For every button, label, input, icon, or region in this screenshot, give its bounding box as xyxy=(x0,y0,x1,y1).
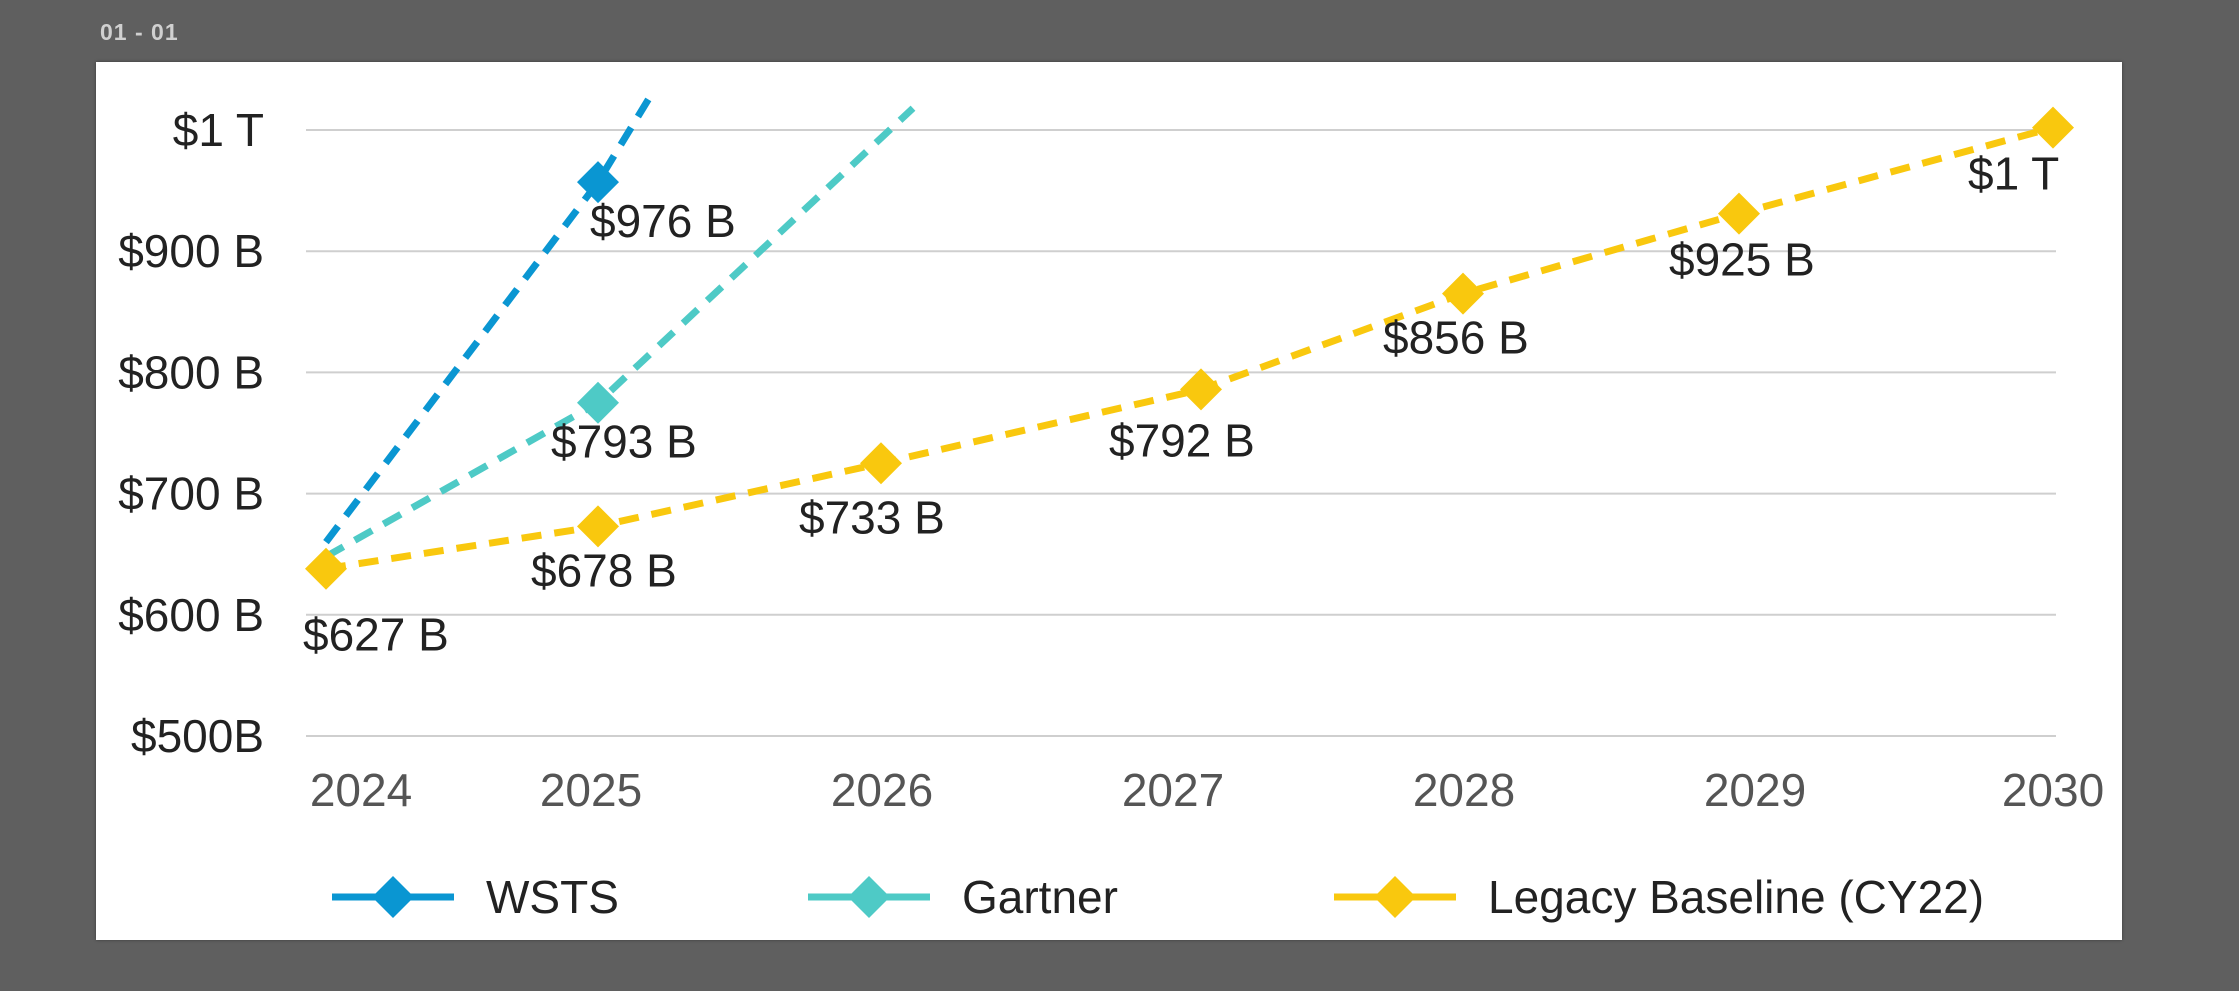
data-label: $976 B xyxy=(590,195,736,247)
series-line-0 xyxy=(323,96,652,545)
x-tick-label: 2030 xyxy=(2002,764,2104,816)
y-tick-label: $500B xyxy=(131,710,264,762)
data-point-marker xyxy=(577,161,619,204)
legend-label: WSTS xyxy=(486,871,619,923)
legend-swatch-marker xyxy=(848,876,890,918)
x-tick-label: 2024 xyxy=(310,764,412,816)
data-label: $793 B xyxy=(551,416,697,468)
data-label: $856 B xyxy=(1383,312,1529,364)
legend-label: Legacy Baseline (CY22) xyxy=(1488,871,1984,923)
legend-item-0: WSTS xyxy=(332,871,619,923)
slide-number: 01 - 01 xyxy=(100,19,179,45)
data-label: $925 B xyxy=(1669,234,1815,286)
data-point-marker xyxy=(305,547,347,590)
series-line-1 xyxy=(324,105,916,560)
y-tick-label: $1 T xyxy=(173,104,264,156)
line-chart: $500B $600 B $700 B $800 B $900 B $1 T 2024 20… xyxy=(118,96,2104,923)
x-tick-label: 2025 xyxy=(540,764,642,816)
x-tick-label: 2029 xyxy=(1704,764,1806,816)
chart-card: $500B $600 B $700 B $800 B $900 B $1 T 2024 20… xyxy=(96,62,2122,940)
y-tick-label: $900 B xyxy=(118,225,264,277)
data-point-marker xyxy=(2032,106,2074,149)
data-point-marker xyxy=(1442,272,1484,315)
data-point-marker xyxy=(577,505,619,548)
x-tick-label: 2026 xyxy=(831,764,933,816)
y-tick-label: $800 B xyxy=(118,346,264,398)
y-tick-label: $600 B xyxy=(118,589,264,641)
y-tick-label: $700 B xyxy=(118,468,264,520)
x-tick-label: 2027 xyxy=(1122,764,1224,816)
data-label: $733 B xyxy=(799,491,945,543)
data-label: $678 B xyxy=(531,544,677,596)
data-point-marker xyxy=(577,381,619,424)
data-label: $627 B xyxy=(303,609,449,661)
data-point-marker xyxy=(1180,368,1222,411)
legend-item-2: Legacy Baseline (CY22) xyxy=(1334,871,1984,923)
x-tick-label: 2028 xyxy=(1413,764,1515,816)
legend-swatch-marker xyxy=(372,876,414,918)
legend-item-1: Gartner xyxy=(808,871,1118,923)
legend-label: Gartner xyxy=(962,871,1118,923)
data-point-marker xyxy=(860,442,902,485)
data-label: $1 T xyxy=(1968,148,2059,200)
legend-swatch-marker xyxy=(1374,876,1416,918)
data-point-marker xyxy=(1718,192,1760,235)
data-label: $792 B xyxy=(1109,414,1255,466)
